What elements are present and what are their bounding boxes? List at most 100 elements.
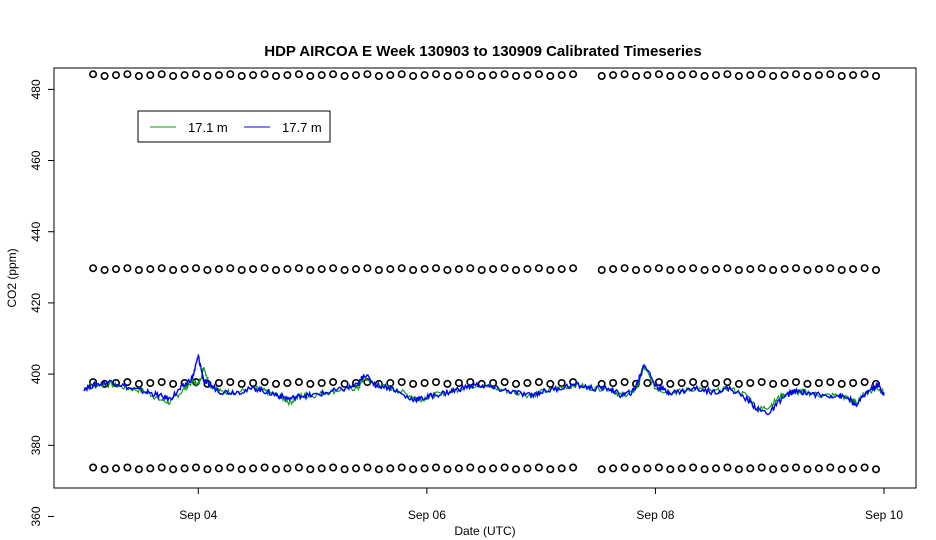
reference-point <box>123 463 132 472</box>
reference-point <box>271 265 280 274</box>
reference-point <box>620 378 629 387</box>
legend-label-series-1: 17.1 m <box>188 120 228 135</box>
reference-point <box>826 70 835 79</box>
reference-point <box>466 70 475 79</box>
x-tick-label: Sep 08 <box>636 508 674 522</box>
reference-point <box>431 264 440 273</box>
reference-point <box>769 265 778 274</box>
reference-point <box>631 465 640 474</box>
reference-point <box>500 264 509 273</box>
reference-point <box>677 71 686 80</box>
reference-point <box>431 463 440 472</box>
reference-point <box>557 464 566 473</box>
reference-point <box>363 463 372 472</box>
reference-point <box>89 264 98 273</box>
reference-point <box>871 265 880 274</box>
reference-point <box>849 71 858 80</box>
reference-point <box>849 464 858 473</box>
reference-point <box>746 71 755 80</box>
reference-point <box>546 72 555 81</box>
reference-point <box>711 378 720 387</box>
reference-point <box>283 378 292 387</box>
reference-point <box>780 378 789 387</box>
reference-point <box>746 464 755 473</box>
reference-point <box>283 265 292 274</box>
reference-point <box>734 465 743 474</box>
reference-point <box>409 379 418 388</box>
reference-point <box>814 464 823 473</box>
reference-point <box>711 464 720 473</box>
reference-point <box>643 464 652 473</box>
reference-point <box>803 265 812 274</box>
reference-point <box>226 264 235 273</box>
reference-point <box>169 465 178 474</box>
reference-point <box>192 264 201 273</box>
reference-point <box>100 465 109 474</box>
reference-point <box>89 70 98 79</box>
reference-point <box>306 265 315 274</box>
reference-point <box>477 465 486 474</box>
reference-point <box>700 265 709 274</box>
reference-point <box>654 378 663 387</box>
reference-point <box>112 464 121 473</box>
reference-point <box>237 72 246 81</box>
reference-point <box>374 465 383 474</box>
legend-label-series-2: 17.7 m <box>282 120 322 135</box>
reference-point <box>203 265 212 274</box>
reference-point <box>134 72 143 81</box>
reference-point <box>329 264 338 273</box>
reference-point <box>260 463 269 472</box>
reference-point <box>557 378 566 387</box>
reference-point <box>620 70 629 79</box>
reference-point <box>386 464 395 473</box>
reference-point <box>489 265 498 274</box>
reference-point <box>374 265 383 274</box>
reference-point <box>557 71 566 80</box>
reference-point <box>134 265 143 274</box>
reference-point <box>454 71 463 80</box>
reference-point <box>837 72 846 81</box>
reference-point <box>826 264 835 273</box>
reference-point <box>654 264 663 273</box>
x-axis-label: Date (UTC) <box>454 524 515 538</box>
reference-point <box>523 464 532 473</box>
reference-point <box>477 265 486 274</box>
reference-point <box>489 464 498 473</box>
reference-point <box>609 464 618 473</box>
series-lines-group <box>83 353 885 416</box>
reference-point <box>146 71 155 80</box>
reference-point <box>443 72 452 81</box>
reference-point <box>609 378 618 387</box>
reference-point <box>597 379 606 388</box>
x-tick-label: Sep 06 <box>408 508 446 522</box>
reference-point <box>317 71 326 80</box>
reference-point <box>689 378 698 387</box>
reference-point <box>271 379 280 388</box>
reference-point <box>420 378 429 387</box>
reference-point <box>317 265 326 274</box>
reference-point <box>871 465 880 474</box>
reference-point <box>123 264 132 273</box>
y-tick-label: 480 <box>29 79 43 99</box>
reference-point <box>226 70 235 79</box>
reference-point <box>500 70 509 79</box>
reference-point <box>511 265 520 274</box>
reference-point <box>294 378 303 387</box>
reference-point <box>511 379 520 388</box>
reference-point <box>677 464 686 473</box>
reference-point <box>814 71 823 80</box>
reference-point <box>386 378 395 387</box>
reference-point <box>631 265 640 274</box>
y-axis: 360 380 400 420 440 460 480 <box>29 79 54 526</box>
reference-point <box>271 465 280 474</box>
reference-point <box>249 265 258 274</box>
reference-point <box>214 378 223 387</box>
reference-point <box>294 70 303 79</box>
reference-point <box>100 72 109 81</box>
reference-point <box>443 379 452 388</box>
reference-point <box>734 379 743 388</box>
reference-point <box>757 463 766 472</box>
reference-point <box>351 464 360 473</box>
